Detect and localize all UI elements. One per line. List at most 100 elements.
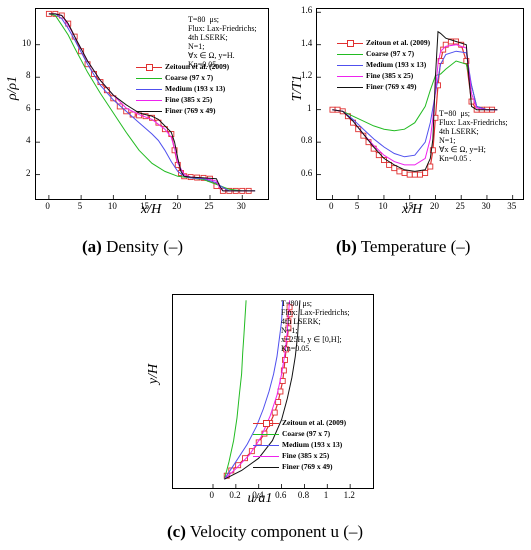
x-tick-label: 30	[236, 201, 246, 211]
x-tick-label: 10	[107, 201, 117, 211]
x-tick-label: 10	[378, 201, 388, 211]
x-tick-label: 0.2	[229, 490, 241, 500]
y-tick-label: 6	[26, 102, 31, 113]
caption-temperature: (b) Temperature (–)	[336, 237, 471, 256]
x-tick-label: 1.2	[343, 490, 355, 500]
legend-entry-zeitoun: Zeitoun et al. (2009)	[337, 37, 430, 48]
data-point-zeitoun	[427, 163, 434, 170]
data-point-zeitoun	[355, 126, 362, 133]
plot-area-temperature: T=80 μs; Flux: Lax-Friedrichs; 4th LSERK…	[316, 8, 524, 200]
legend-label: Fine (385 x 25)	[282, 451, 330, 460]
x-axis-label: x/H	[141, 202, 162, 217]
simulation-info-text: T=80 μs; Flux: Lax-Friedrichs; 4th LSERK…	[281, 299, 350, 353]
legend-swatch	[253, 452, 279, 460]
x-tick-label: 25	[455, 201, 465, 211]
series-line-finer	[48, 13, 256, 192]
simulation-info-text: T=80 μs; Flux: Lax-Friedrichs; 4th LSERK…	[188, 15, 257, 69]
data-point-zeitoun	[129, 111, 136, 118]
y-tick-label: 8	[26, 70, 31, 81]
data-point-zeitoun	[271, 409, 278, 416]
x-tick-label: 0	[328, 201, 334, 211]
data-point-zeitoun	[442, 41, 449, 48]
x-tick-label: 0.8	[297, 490, 310, 500]
data-point-zeitoun	[235, 462, 242, 469]
legend-label: Fine (385 x 25)	[366, 71, 414, 80]
legend-swatch	[337, 83, 363, 91]
legend-label: Finer (769 x 49)	[366, 82, 417, 91]
legend-entry-fine: Fine (385 x 25)	[337, 70, 430, 81]
data-point-zeitoun	[277, 388, 284, 395]
data-point-zeitoun	[334, 106, 341, 113]
legend-entry-finer: Finer (769 x 49)	[253, 461, 346, 472]
data-point-zeitoun	[286, 311, 293, 318]
legend-entry-zeitoun: Zeitoun et al. (2009)	[253, 417, 346, 428]
y-axis-label: ρ/ρ1	[5, 75, 21, 101]
data-point-zeitoun	[429, 147, 436, 154]
x-tick-label: 25	[204, 201, 214, 211]
legend-swatch	[136, 85, 162, 93]
series-line-finer	[332, 30, 498, 172]
legend-entry-medium: Medium (193 x 13)	[136, 83, 229, 94]
y-tick-label: 0.6	[301, 167, 313, 178]
legend-label: Zeitoun et al. (2009)	[165, 62, 230, 71]
legend-swatch	[253, 419, 279, 427]
y-tick-label: 1	[307, 102, 312, 113]
data-point-zeitoun	[386, 161, 393, 168]
plot-svg	[317, 11, 514, 199]
x-tick-label: 15	[404, 201, 414, 211]
legend-swatch	[337, 39, 363, 47]
legend: Zeitoun et al. (2009) Coarse (97 x 7) Medi…	[337, 37, 430, 92]
data-point-zeitoun	[280, 367, 287, 374]
plot-area-velocity: T=80 μs; Flux: Lax-Friedrichs; 4th LSERK…	[172, 294, 374, 489]
legend-entry-finer: Finer (769 x 49)	[337, 81, 430, 92]
x-tick-label: 0	[209, 490, 215, 500]
plot-svg	[36, 10, 256, 199]
y-axis-label: T/T1	[290, 74, 306, 102]
data-point-zeitoun	[391, 165, 398, 172]
data-point-zeitoun	[417, 171, 423, 178]
y-tick-label: 1.6	[301, 5, 313, 16]
data-point-zeitoun	[458, 41, 465, 48]
y-tick-label: 10	[22, 37, 31, 48]
x-tick-label: 20	[429, 201, 439, 211]
y-tick-label: 0.8	[301, 135, 313, 146]
legend: Zeitoun et al. (2009) Coarse (97 x 7) Medi…	[136, 61, 229, 116]
data-point-zeitoun	[116, 103, 123, 110]
data-point-zeitoun	[422, 170, 429, 176]
x-tick-label: 1	[323, 490, 329, 500]
y-tick-label: 2	[26, 167, 31, 178]
legend-label: Coarse (97 x 7)	[282, 429, 331, 438]
legend-label: Medium (193 x 13)	[366, 60, 427, 69]
legend-swatch	[337, 50, 363, 58]
x-axis-label: u/a1	[247, 491, 273, 506]
x-tick-label: 5	[354, 201, 360, 211]
legend-swatch	[253, 430, 279, 438]
data-point-zeitoun	[463, 58, 470, 64]
legend: Zeitoun et al. (2009) Coarse (97 x 7) Medi…	[253, 417, 346, 472]
series-line-coarse	[48, 13, 256, 192]
legend-label: Finer (769 x 49)	[165, 106, 216, 115]
x-tick-label: 0.4	[252, 490, 264, 500]
series-line-medium	[332, 50, 498, 158]
legend-label: Medium (193 x 13)	[282, 440, 343, 449]
x-tick-label: 0	[45, 201, 50, 211]
legend-swatch	[337, 72, 363, 80]
x-axis-label: x/H	[402, 202, 423, 217]
legend-label: Fine (385 x 25)	[165, 95, 213, 104]
legend-entry-coarse: Coarse (97 x 7)	[337, 48, 430, 59]
plot-area-density: T=80 μs; Flux: Lax-Friedrichs; 4th LSERK…	[35, 8, 269, 200]
legend-swatch	[337, 61, 363, 69]
series-line-coarse	[223, 300, 247, 480]
legend-label: Zeitoun et al. (2009)	[282, 418, 347, 427]
data-point-zeitoun	[275, 399, 282, 405]
x-tick-label: 35	[507, 201, 517, 211]
legend-entry-fine: Fine (385 x 25)	[253, 450, 346, 461]
series-line-finer	[224, 300, 301, 480]
legend-entry-medium: Medium (193 x 13)	[337, 59, 430, 70]
y-tick-label: 1.2	[301, 70, 313, 81]
simulation-info-text: T=80 μs; Flux: Lax-Friedrichs; 4th LSERK…	[439, 109, 508, 163]
data-point-zeitoun	[350, 119, 356, 126]
data-point-zeitoun	[411, 171, 418, 178]
legend-swatch	[136, 107, 162, 115]
data-point-zeitoun	[401, 170, 408, 176]
